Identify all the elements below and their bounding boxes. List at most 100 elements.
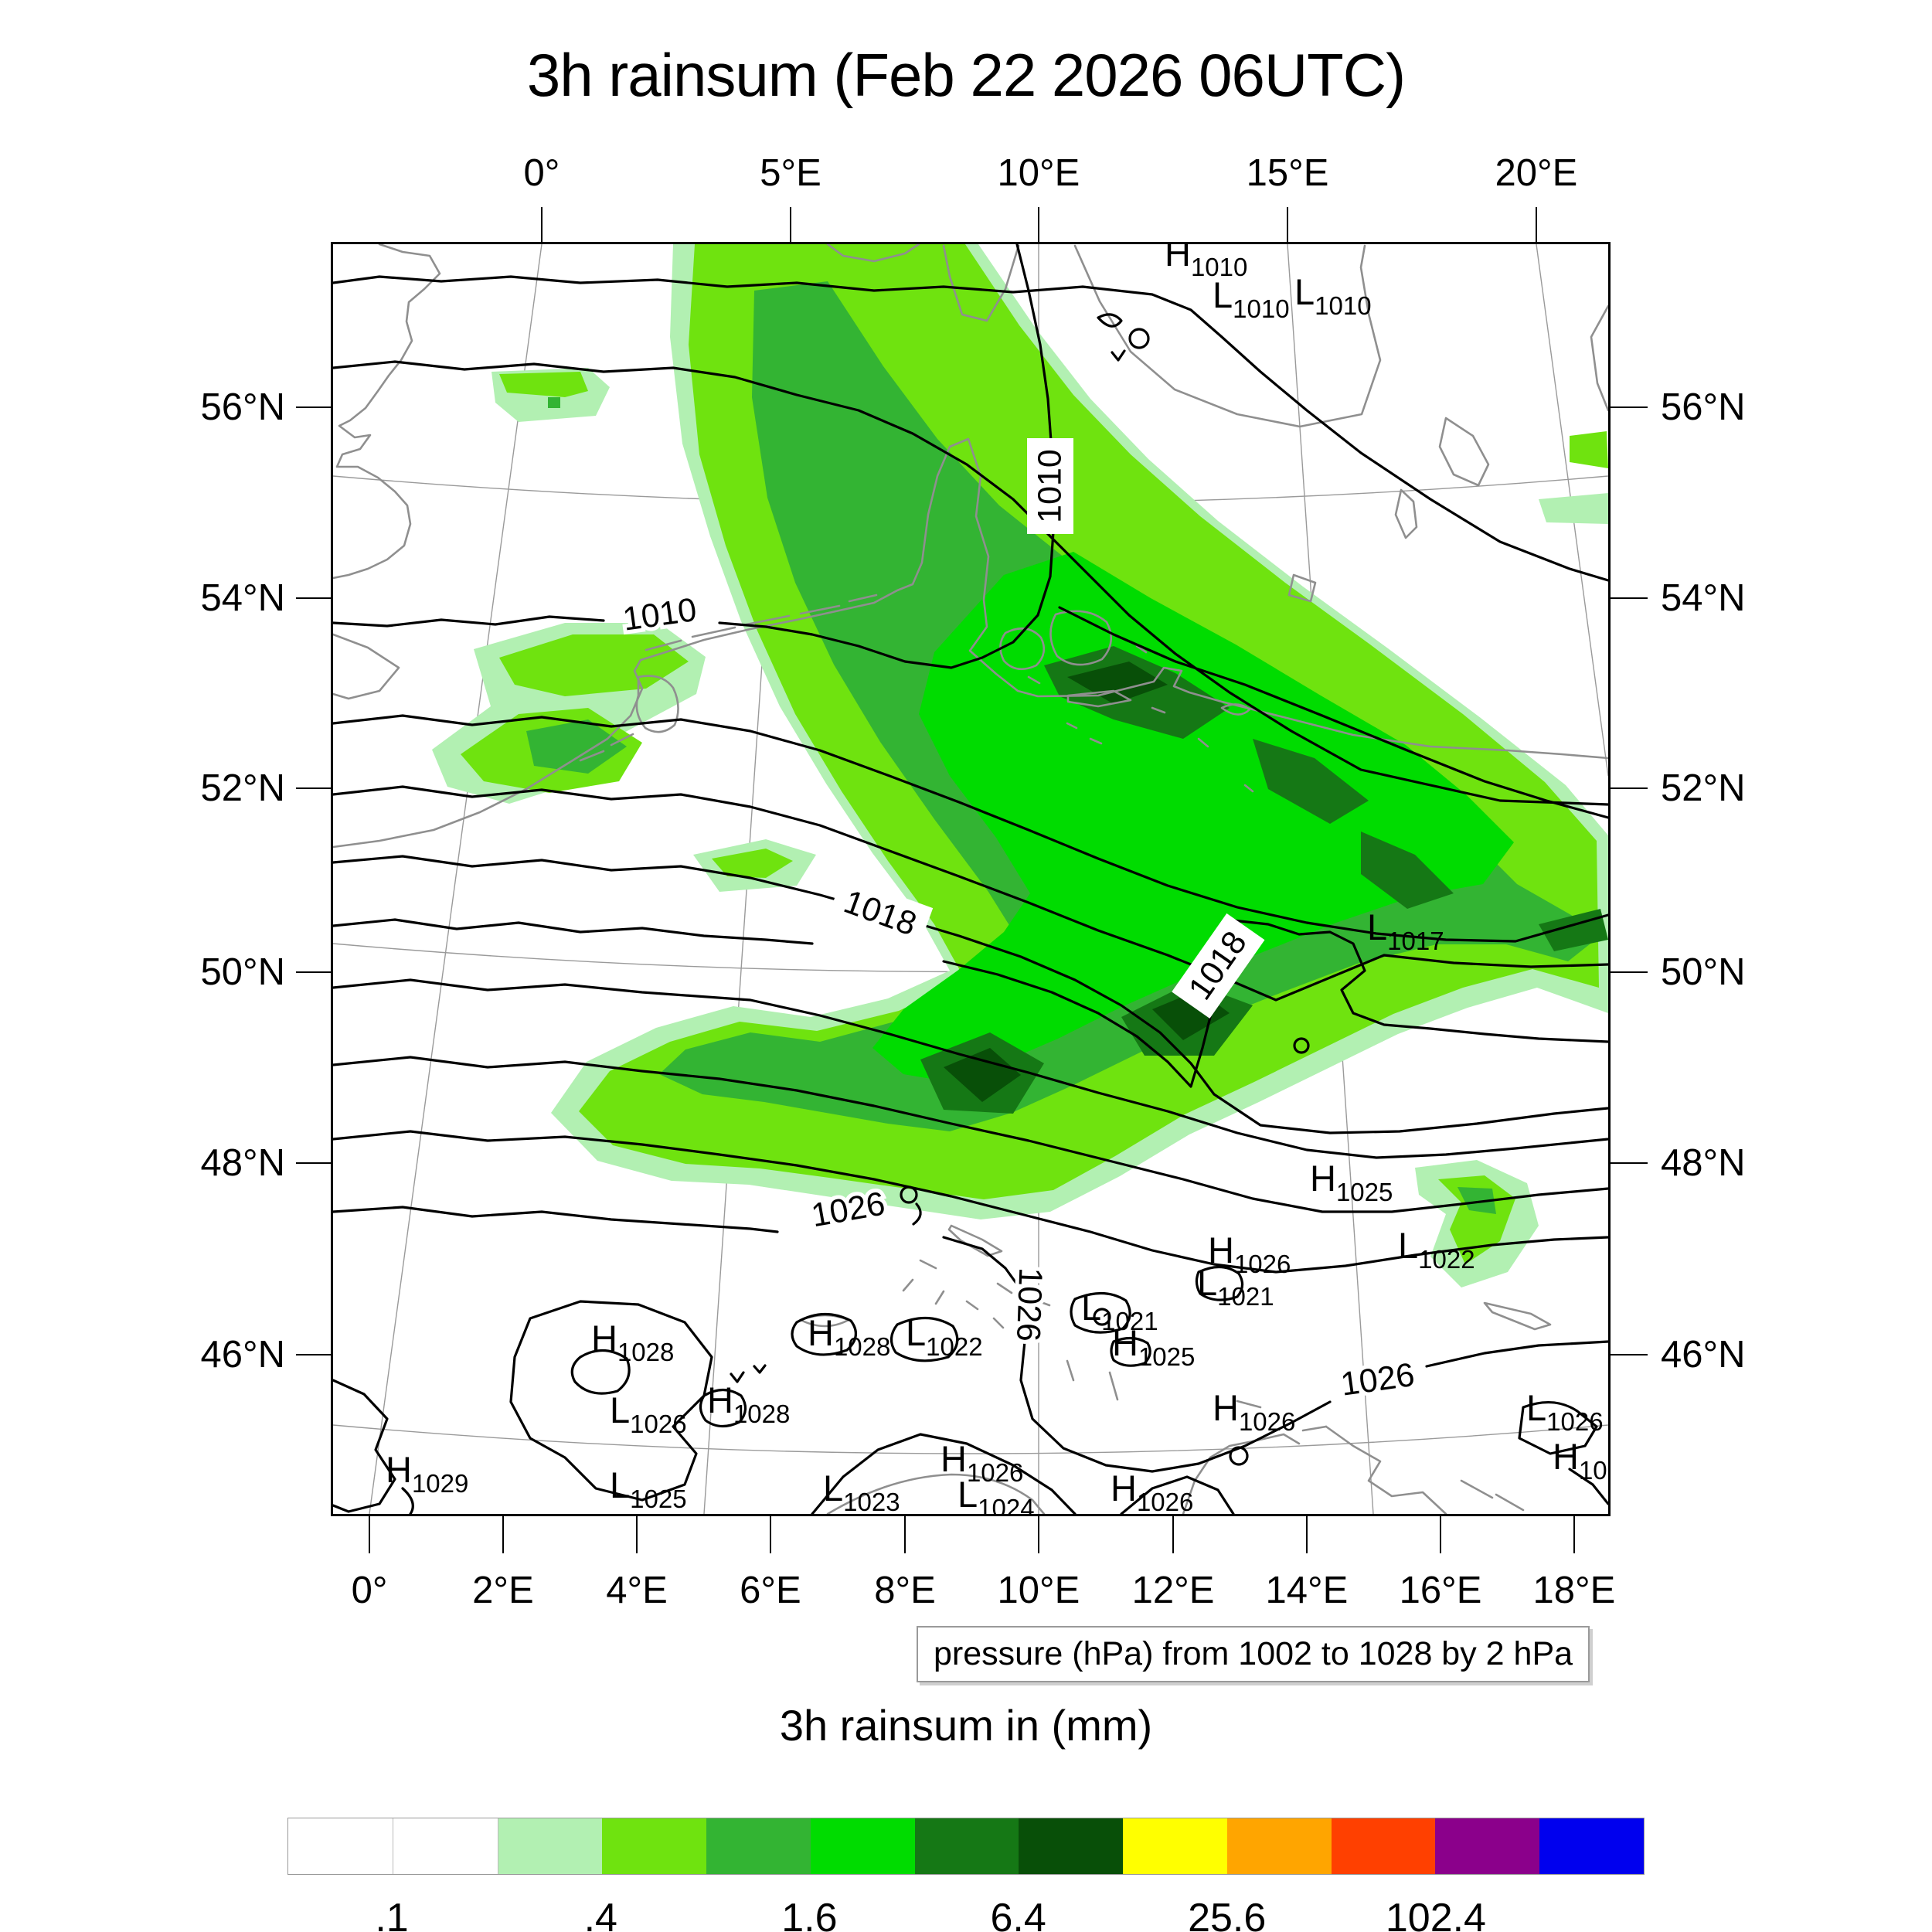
axis-label-top: 20°E [1495,152,1578,194]
axis-label-bottom: 12°E [1131,1570,1215,1611]
page-title: 3h rainsum (Feb 22 2026 06UTC) [526,41,1406,109]
axis-label-right: 48°N [1661,1142,1746,1185]
tick-mark [1535,207,1537,244]
tick-mark [1037,1516,1039,1553]
svg-text:1010: 1010 [1031,449,1068,523]
axis-label-bottom: 18°E [1532,1570,1616,1611]
axis-label-top: 10°E [997,152,1080,194]
tick-mark [296,971,333,973]
rain-region [712,849,793,878]
tick-mark [1440,1516,1442,1553]
isobar-value-label: 1026 [1005,1263,1053,1345]
pressure-center-l1010: L1010 [1294,271,1372,320]
colorbar-cell [1226,1818,1332,1874]
colorbar-tick-label: 25.6 [1188,1896,1267,1932]
colorbar-title: 3h rainsum in (mm) [779,1701,1153,1750]
colorbar-tick-label: 102.4 [1385,1896,1486,1932]
axis-label-bottom: 8°E [874,1570,936,1611]
pressure-center-l1024: L1024 [957,1474,1035,1514]
axis-label-right: 52°N [1661,767,1746,810]
axis-label-bottom: 6°E [740,1570,801,1611]
coastline-layer [333,244,1608,1514]
colorbar-cell [602,1818,707,1874]
rain-region [526,719,627,774]
tick-mark [636,1516,638,1553]
colorbar-tick-label: .1 [375,1896,409,1932]
axis-label-bottom: 10°E [997,1570,1080,1611]
tick-mark [296,406,333,408]
pressure-center-l1021: L1021 [1081,1287,1158,1335]
rain-region [1253,739,1369,824]
pressure-center-h1026: H1026 [940,1438,1023,1487]
colorbar-cell [1019,1818,1124,1874]
pressure-center-h1028: H1028 [707,1379,790,1428]
tick-mark [1611,597,1648,600]
colorbar-cell [1331,1818,1436,1874]
pressure-center-h1029: H1029 [386,1449,468,1498]
tick-mark [502,1516,504,1553]
pressure-center-l1026: L1026 [1526,1387,1604,1436]
pressure-center-l1026: L1026 [610,1389,687,1438]
axis-label-left: 52°N [200,767,285,810]
isobar-value-label: 1010 [617,587,702,642]
pressure-center-h1025: H1025 [1310,1158,1393,1206]
svg-text:1026: 1026 [1338,1356,1417,1403]
colorbar-cell [914,1818,1019,1874]
rain-region [872,552,1514,1082]
axis-label-left: 50°N [200,951,285,993]
axis-label-top: 15°E [1246,152,1329,194]
colorbar-cell [288,1818,393,1874]
tick-mark [1611,971,1648,973]
axis-label-right: 54°N [1661,577,1746,620]
pressure-center-l1022: L1022 [906,1312,983,1361]
tick-mark [296,787,333,790]
colorbar-cell [1539,1818,1644,1874]
pressure-center-h1028: H1028 [808,1312,890,1361]
rain-region [1067,662,1168,704]
rain-region [1458,1187,1496,1214]
axis-label-bottom: 4°E [606,1570,668,1611]
colorbar-tick-label: 1.6 [781,1896,838,1932]
tick-mark [296,597,333,600]
pressure-center-l1022: L1022 [1398,1225,1475,1274]
tick-mark [296,1353,333,1355]
colorbar-tick-label: .4 [583,1896,617,1932]
colorbar-cell [706,1818,811,1874]
rain-region [944,1048,1021,1102]
tick-mark [540,207,543,244]
rain-region [1361,832,1454,909]
isobar-layer [333,244,1608,1514]
tick-mark [1305,1516,1308,1553]
tick-mark [1573,1516,1575,1553]
pressure-legend: pressure (hPa) from 1002 to 1028 by 2 hP… [917,1626,1590,1682]
rain-region [499,634,689,696]
axis-label-bottom: 2°E [472,1570,534,1611]
pressure-center-h1028: H1028 [591,1318,674,1366]
colorbar [287,1818,1645,1875]
tick-mark [790,207,792,244]
svg-text:1010: 1010 [621,591,699,638]
colorbar-cell [810,1818,915,1874]
tick-mark [1611,1162,1648,1165]
tick-mark [1611,787,1648,790]
isobar-value-label: 1010 [1027,438,1073,534]
colorbar-cell [498,1818,603,1874]
axis-label-left: 54°N [200,577,285,620]
pressure-center-h1028: H1028 [1553,1436,1608,1485]
axis-label-bottom: 14°E [1265,1570,1349,1611]
rain-region [548,397,560,408]
axis-label-top: 0° [523,152,560,194]
rain-region [1539,493,1608,524]
tick-mark [1037,207,1039,244]
axis-label-left: 48°N [200,1142,285,1185]
pressure-center-l1010: L1010 [1213,274,1290,323]
colorbar-tick-label: 6.4 [990,1896,1046,1932]
axis-label-right: 56°N [1661,386,1746,428]
isobar-value-label: 1026 [1335,1352,1420,1407]
tick-mark [769,1516,771,1553]
axis-label-right: 50°N [1661,951,1746,993]
tick-mark [296,1162,333,1165]
